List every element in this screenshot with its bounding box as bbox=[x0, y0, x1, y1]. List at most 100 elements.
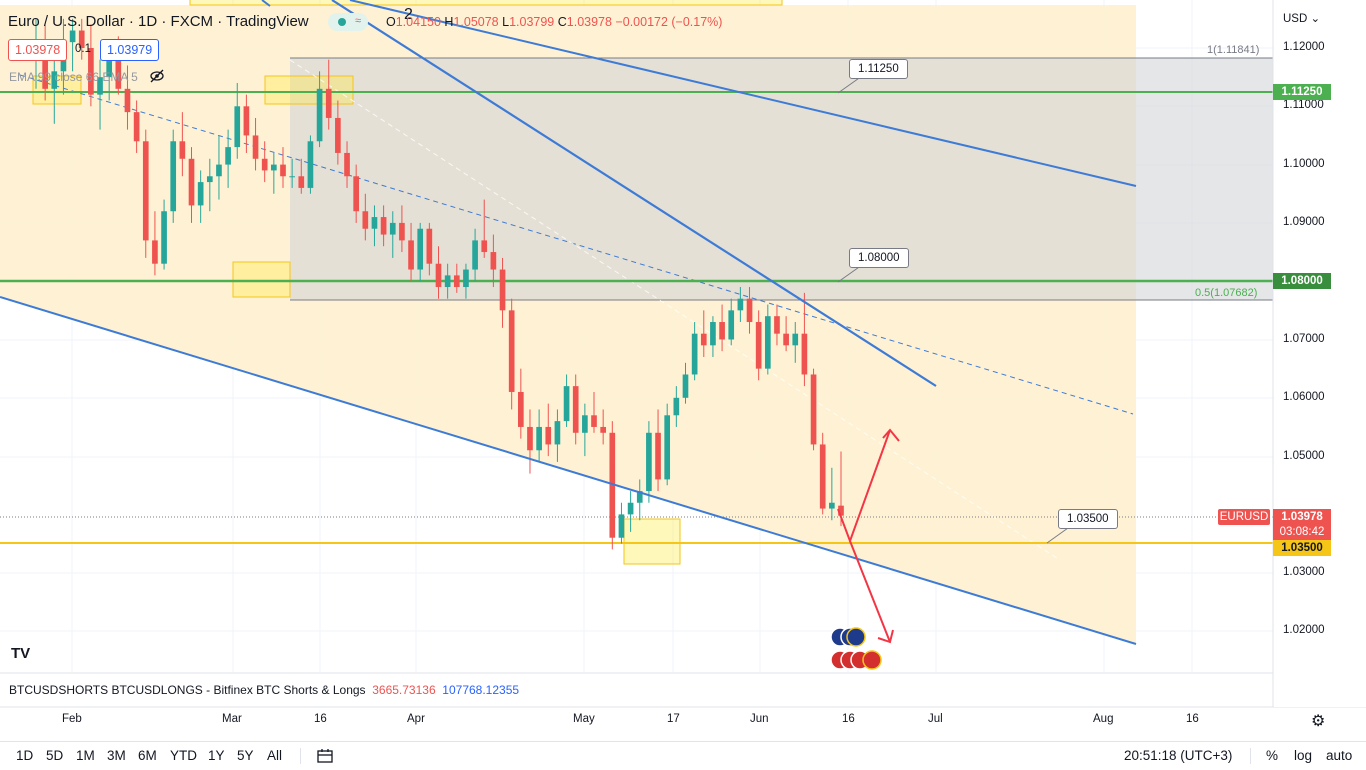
fib-top-label: 1(1.11841) bbox=[1207, 44, 1260, 56]
candle-body bbox=[527, 426, 533, 451]
candle-body bbox=[88, 48, 94, 95]
note-111250[interactable]: 1.11250 bbox=[849, 59, 908, 79]
candles bbox=[33, 18, 844, 550]
time-tick: Jul bbox=[928, 713, 943, 725]
toolbar-divider bbox=[300, 748, 301, 764]
steep-trend-line bbox=[331, 0, 937, 387]
symbol-tag: EURUSD bbox=[1218, 509, 1270, 525]
candle-body bbox=[600, 426, 606, 433]
candle-body bbox=[481, 240, 488, 253]
range-5y[interactable]: 5Y bbox=[237, 748, 254, 763]
candle-body bbox=[344, 152, 350, 177]
ohlc-legend: O1.04150 H1.05078 L1.03799 C1.03978 −0.0… bbox=[386, 15, 722, 29]
auto-toggle[interactable]: auto bbox=[1326, 748, 1353, 763]
time-tick: Aug bbox=[1093, 713, 1114, 725]
fib-mid-label: 0.5(1.07682) bbox=[1195, 287, 1258, 299]
candle-body bbox=[115, 59, 122, 89]
range-all[interactable]: All bbox=[267, 748, 283, 763]
candle-body bbox=[78, 30, 85, 48]
candle-body bbox=[710, 322, 716, 346]
candle-body bbox=[792, 333, 799, 346]
note-108000[interactable]: 1.08000 bbox=[849, 248, 909, 268]
time-tick: Apr bbox=[407, 713, 425, 725]
candle-body bbox=[280, 164, 286, 177]
indicator-legend[interactable]: EMA 99 close 66 EMA 5 bbox=[9, 70, 138, 84]
range-3m[interactable]: 3M bbox=[107, 748, 126, 763]
chevron-down-icon: ⌄ bbox=[1310, 13, 1321, 25]
indicator-pane-legend[interactable]: BTCUSDSHORTS BTCUSDLONGS - Bitfinex BTC … bbox=[9, 683, 519, 697]
fire-icon: ≈ bbox=[355, 15, 362, 27]
candle-body bbox=[737, 298, 744, 311]
forecast-arrows bbox=[837, 428, 900, 644]
range-1d[interactable]: 1D bbox=[16, 748, 34, 763]
time-tick: 17 bbox=[667, 713, 680, 725]
header-trend-fragment bbox=[261, 0, 271, 7]
buy-button[interactable]: 1.03979 bbox=[100, 39, 160, 61]
price-tick: 1.05000 bbox=[1283, 450, 1325, 462]
open-label: O bbox=[386, 15, 396, 29]
candle-body bbox=[673, 397, 680, 416]
channel-midline bbox=[19, 74, 1134, 415]
candle-body bbox=[243, 106, 250, 136]
hide-eye-icon[interactable] bbox=[149, 68, 164, 83]
percent-toggle[interactable]: % bbox=[1266, 748, 1279, 763]
price-tick: 1.12000 bbox=[1283, 41, 1325, 53]
level-tag-111250: 1.11250 bbox=[1273, 84, 1331, 100]
last-price-tag: 1.03978 bbox=[1273, 509, 1331, 525]
range-6m[interactable]: 6M bbox=[138, 748, 157, 763]
candle-body bbox=[746, 298, 753, 323]
candle-body bbox=[261, 158, 268, 171]
eye-toggle-badge[interactable] bbox=[328, 13, 368, 31]
indicator-pane-name: BTCUSDSHORTS BTCUSDLONGS - Bitfinex BTC … bbox=[9, 683, 366, 697]
candle-body bbox=[307, 141, 314, 188]
candle-body bbox=[472, 240, 478, 270]
candle-body bbox=[691, 333, 698, 375]
range-1y[interactable]: 1Y bbox=[208, 748, 225, 763]
candle-body bbox=[225, 147, 231, 165]
candle-body bbox=[97, 77, 103, 95]
range-1m[interactable]: 1M bbox=[76, 748, 95, 763]
settings-gear-icon[interactable]: ⚙ bbox=[1311, 713, 1326, 730]
low-label: L bbox=[502, 15, 510, 29]
clock-time[interactable]: 20:51:18 (UTC+3) bbox=[1124, 748, 1233, 763]
fade-midline bbox=[289, 59, 1061, 561]
candle-body bbox=[170, 141, 177, 212]
goto-date-icon[interactable] bbox=[316, 747, 334, 770]
level-tag-103500: 1.03500 bbox=[1273, 540, 1331, 556]
range-ytd[interactable]: YTD bbox=[170, 748, 197, 763]
log-toggle[interactable]: log bbox=[1294, 748, 1313, 763]
candle-body bbox=[563, 386, 570, 422]
candle-body bbox=[252, 135, 259, 159]
candle-body bbox=[417, 228, 424, 270]
candle-body bbox=[536, 426, 542, 451]
indicator-label: EMA 99 close 66 EMA 5 bbox=[9, 70, 138, 84]
events-us[interactable] bbox=[830, 650, 882, 670]
time-tick: Feb bbox=[62, 713, 82, 725]
price-chart[interactable]: TV bbox=[0, 0, 1366, 741]
candle-body bbox=[325, 88, 332, 118]
candle-body bbox=[216, 164, 222, 177]
low-value: 1.03799 bbox=[509, 15, 555, 29]
candle-body bbox=[646, 432, 652, 492]
candle-body bbox=[453, 275, 460, 288]
price-tick: 1.07000 bbox=[1283, 333, 1325, 345]
price-tick: 1.02000 bbox=[1283, 624, 1325, 636]
price-axis-bg[interactable] bbox=[1274, 0, 1366, 707]
tradingview-logo: TV bbox=[11, 645, 30, 662]
candle-body bbox=[700, 333, 707, 346]
candle-body bbox=[499, 269, 506, 311]
candle-body bbox=[188, 158, 195, 206]
events-eu[interactable] bbox=[830, 627, 866, 647]
change-value: −0.00172 (−0.17%) bbox=[615, 15, 723, 29]
note-103500[interactable]: 1.03500 bbox=[1058, 509, 1118, 529]
range-5d[interactable]: 5D bbox=[46, 748, 64, 763]
candle-body bbox=[42, 48, 48, 89]
candle-body bbox=[508, 310, 515, 392]
bottom-toolbar: 1D 5D 1M 3M 6M YTD 1Y 5Y All 20:51:18 (U… bbox=[0, 741, 1366, 769]
level-tag-108000: 1.08000 bbox=[1273, 273, 1331, 289]
currency-selector[interactable]: USD ⌄ bbox=[1283, 11, 1320, 25]
sell-button[interactable]: 1.03978 bbox=[8, 39, 68, 61]
candle-body bbox=[51, 71, 58, 89]
candle-body bbox=[774, 316, 780, 334]
symbol-title[interactable]: Euro / U.S. Dollar · 1D · FXCM · Trading… bbox=[8, 13, 309, 30]
